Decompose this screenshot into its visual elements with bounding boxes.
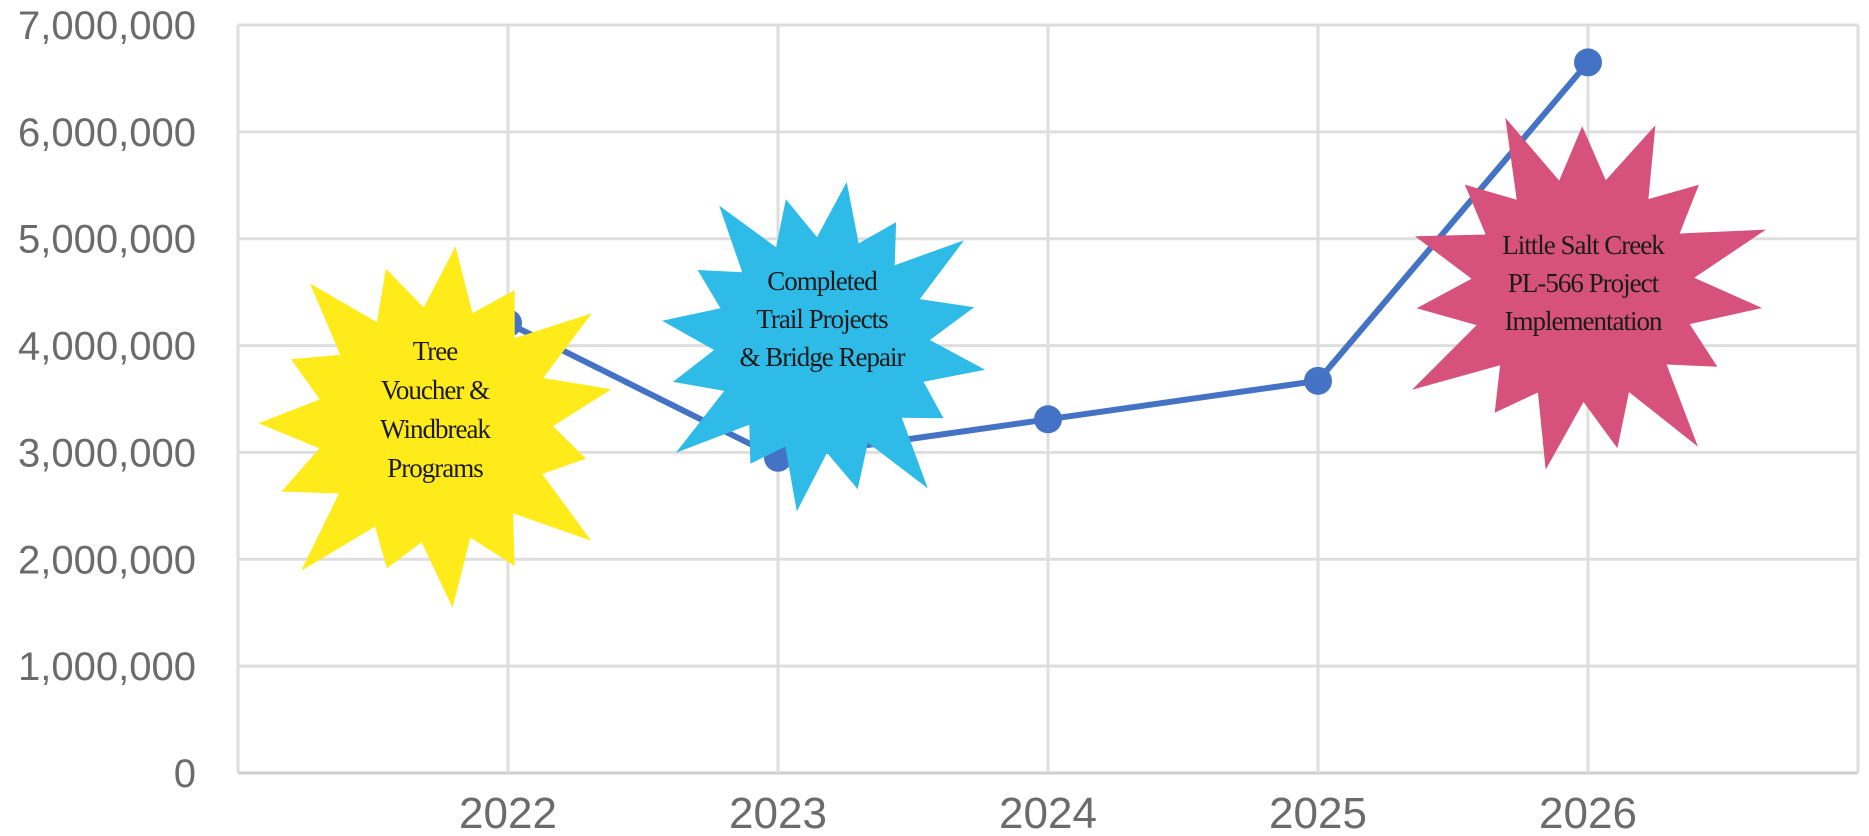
- annotation-starburst: [258, 246, 612, 608]
- y-tick-label: 0: [174, 752, 196, 796]
- y-tick-label: 3,000,000: [18, 431, 196, 475]
- annotation-text: Trail Projects: [756, 304, 888, 334]
- annotation-text: Programs: [387, 453, 483, 483]
- x-tick-label: 2024: [999, 789, 1097, 836]
- annotation-text: PL-566 Project: [1508, 268, 1660, 298]
- annotation-text: Little Salt Creek: [1502, 230, 1665, 260]
- y-tick-label: 6,000,000: [18, 111, 196, 155]
- y-tick-label: 4,000,000: [18, 325, 196, 369]
- data-point: [1574, 48, 1602, 77]
- x-tick-label: 2023: [729, 789, 827, 836]
- y-tick-label: 2,000,000: [18, 538, 196, 582]
- annotation-starburst: [1412, 117, 1766, 470]
- annotation-text: Voucher &: [381, 375, 490, 405]
- annotation-text: & Bridge Repair: [740, 342, 906, 372]
- annotation-text: Completed: [767, 266, 878, 296]
- data-point: [1304, 366, 1332, 395]
- annotation-starburst: [662, 181, 986, 512]
- x-tick-label: 2025: [1269, 789, 1367, 836]
- x-tick-label: 2022: [459, 789, 557, 836]
- y-tick-label: 5,000,000: [18, 218, 196, 262]
- data-point: [1034, 405, 1062, 434]
- annotation-text: Windbreak: [380, 414, 491, 444]
- annotation-text: Implementation: [1505, 306, 1663, 336]
- x-tick-label: 2026: [1539, 789, 1637, 836]
- y-tick-label: 7,000,000: [18, 4, 196, 48]
- y-tick-label: 1,000,000: [18, 645, 196, 689]
- annotation-text: Tree: [413, 336, 459, 366]
